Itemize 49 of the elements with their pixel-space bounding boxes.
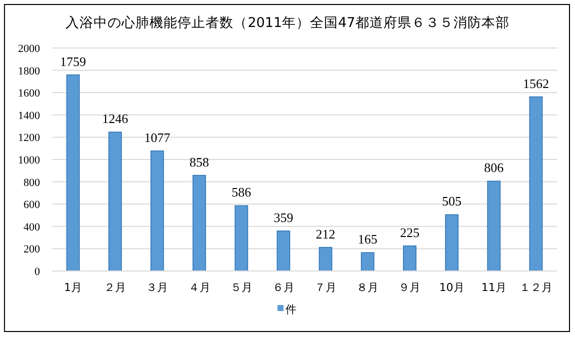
data-label: 858 bbox=[190, 154, 210, 170]
chart-title: 入浴中の心肺機能停止者数（2011年）全国47都道府県６３５消防本部 bbox=[66, 15, 510, 31]
legend-label: 件 bbox=[286, 303, 296, 316]
data-label: 359 bbox=[274, 210, 294, 225]
data-label: 225 bbox=[400, 224, 420, 240]
bar bbox=[108, 132, 122, 272]
bar bbox=[150, 150, 164, 272]
y-tick-label: 1200 bbox=[18, 132, 40, 144]
bar bbox=[276, 230, 290, 272]
data-label: 165 bbox=[358, 232, 378, 247]
x-tick-label: １２月 bbox=[519, 281, 552, 294]
y-tick-label: 1800 bbox=[18, 65, 40, 78]
x-tick-label: 10月 bbox=[439, 281, 464, 294]
x-tick-label: ２月 bbox=[104, 281, 126, 294]
x-tick-label: ７月 bbox=[314, 281, 337, 294]
data-label: 1077 bbox=[144, 130, 171, 145]
y-tick-label: 0 bbox=[34, 266, 40, 278]
x-tick-label: ３月 bbox=[146, 281, 168, 294]
y-tick-label: 200 bbox=[24, 244, 40, 256]
x-tick-label: ８月 bbox=[356, 281, 379, 294]
y-tick-label: 1600 bbox=[18, 88, 40, 100]
y-tick-label: 1000 bbox=[18, 154, 40, 166]
bar bbox=[529, 96, 543, 272]
y-tick-label: 1400 bbox=[18, 110, 40, 122]
bar bbox=[318, 246, 332, 272]
bar bbox=[445, 214, 459, 272]
x-tick-label: ５月 bbox=[230, 281, 252, 294]
y-tick-label: 2000 bbox=[18, 43, 40, 55]
data-label: 586 bbox=[232, 184, 252, 200]
data-label: 212 bbox=[316, 226, 336, 242]
data-label: 1246 bbox=[102, 111, 129, 126]
data-label: 1562 bbox=[522, 76, 549, 91]
x-tick-label: ９月 bbox=[398, 281, 421, 294]
bar bbox=[487, 180, 501, 272]
bar bbox=[402, 246, 416, 272]
bar bbox=[66, 74, 80, 272]
x-tick-label: ６月 bbox=[272, 281, 294, 294]
data-label: 505 bbox=[442, 194, 462, 209]
y-tick-label: 600 bbox=[24, 199, 40, 212]
x-tick-label: 11月 bbox=[481, 281, 506, 294]
y-tick-label: 800 bbox=[24, 176, 40, 189]
data-label: 1759 bbox=[60, 54, 86, 69]
x-tick-label: 1月 bbox=[64, 281, 82, 294]
y-tick-label: 400 bbox=[24, 221, 40, 234]
data-label: 806 bbox=[484, 160, 504, 176]
x-tick-label: ４月 bbox=[188, 281, 210, 294]
bar bbox=[192, 174, 206, 272]
bar bbox=[360, 252, 374, 272]
bar bbox=[234, 205, 248, 272]
